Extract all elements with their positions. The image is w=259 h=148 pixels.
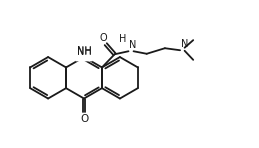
Text: NH: NH [77, 46, 91, 56]
Text: N: N [129, 40, 136, 50]
FancyBboxPatch shape [75, 55, 93, 61]
Text: H: H [119, 34, 127, 44]
Text: O: O [100, 33, 107, 43]
Text: O: O [80, 114, 88, 124]
Text: N: N [181, 39, 188, 49]
Text: NH: NH [77, 47, 91, 57]
